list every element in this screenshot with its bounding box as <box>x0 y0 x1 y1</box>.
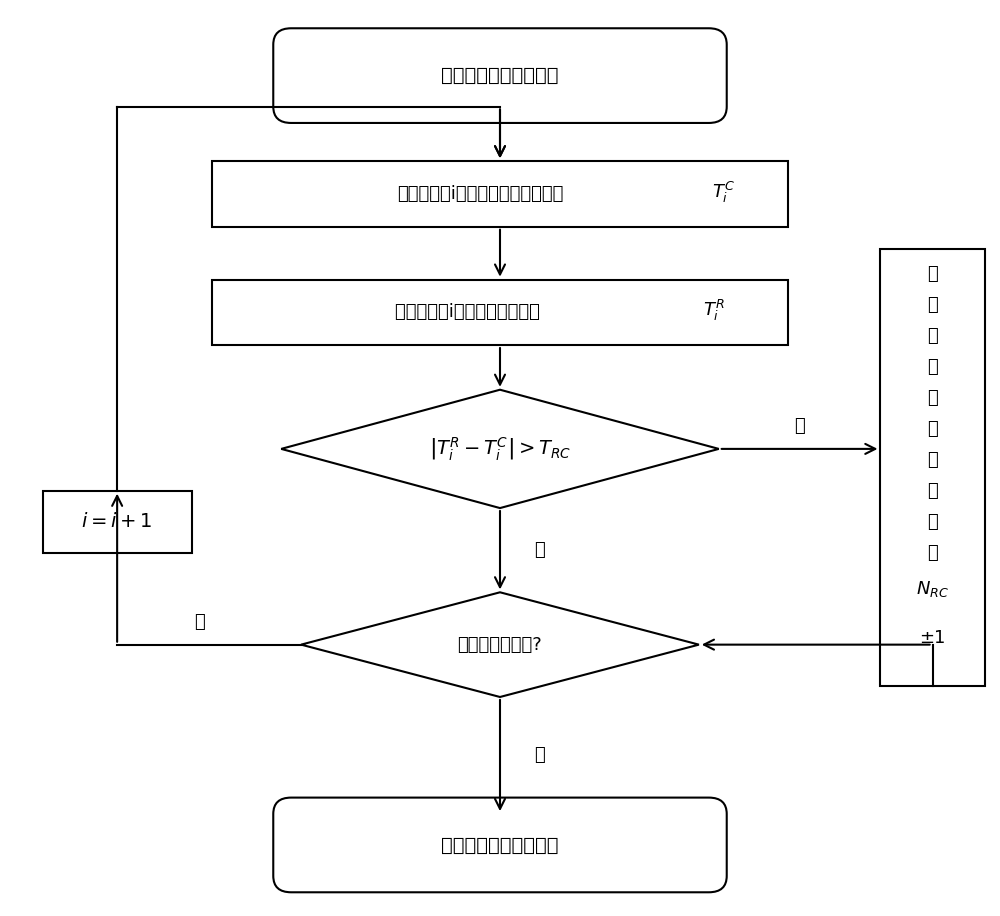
Bar <box>880 248 985 685</box>
Text: 数: 数 <box>927 543 938 562</box>
Bar <box>43 491 192 552</box>
Bar <box>212 161 788 227</box>
Text: 记录航空器i的标牌被接收时间: 记录航空器i的标牌被接收时间 <box>395 303 545 322</box>
Text: ±1: ±1 <box>919 629 946 648</box>
Text: 达: 达 <box>927 296 938 314</box>
FancyBboxPatch shape <box>273 28 727 123</box>
Bar <box>212 279 788 345</box>
Polygon shape <box>281 389 719 508</box>
Polygon shape <box>301 593 699 697</box>
Text: $\left|T_i^R - T_i^C\right| > T_{RC}$: $\left|T_i^R - T_i^C\right| > T_{RC}$ <box>429 435 571 463</box>
Text: 误: 误 <box>927 482 938 499</box>
Text: 雷: 雷 <box>927 265 938 283</box>
Text: 次: 次 <box>927 513 938 530</box>
Text: 记录航空器i首次联系管制员的时间: 记录航空器i首次联系管制员的时间 <box>397 185 563 203</box>
Text: 错: 错 <box>927 451 938 469</box>
Text: 否: 否 <box>194 613 205 631</box>
Text: 程: 程 <box>927 388 938 407</box>
Text: 序: 序 <box>927 420 938 438</box>
FancyBboxPatch shape <box>273 798 727 892</box>
Text: 雷达识别程序评估开始: 雷达识别程序评估开始 <box>441 66 559 85</box>
Text: 是: 是 <box>534 747 545 765</box>
Text: 雷达识别程序评估结束: 雷达识别程序评估结束 <box>441 835 559 855</box>
Text: $N_{RC}$: $N_{RC}$ <box>916 579 949 599</box>
Text: 管制员指挥结束?: 管制员指挥结束? <box>458 636 542 654</box>
Text: 别: 别 <box>927 358 938 376</box>
Text: $T_i^R$: $T_i^R$ <box>703 298 725 323</box>
Text: 是: 是 <box>794 417 805 435</box>
Text: 否: 否 <box>534 541 545 559</box>
Text: $i = i+1$: $i = i+1$ <box>81 512 153 531</box>
Text: $T_i^C$: $T_i^C$ <box>712 180 735 205</box>
Text: 识: 识 <box>927 327 938 345</box>
